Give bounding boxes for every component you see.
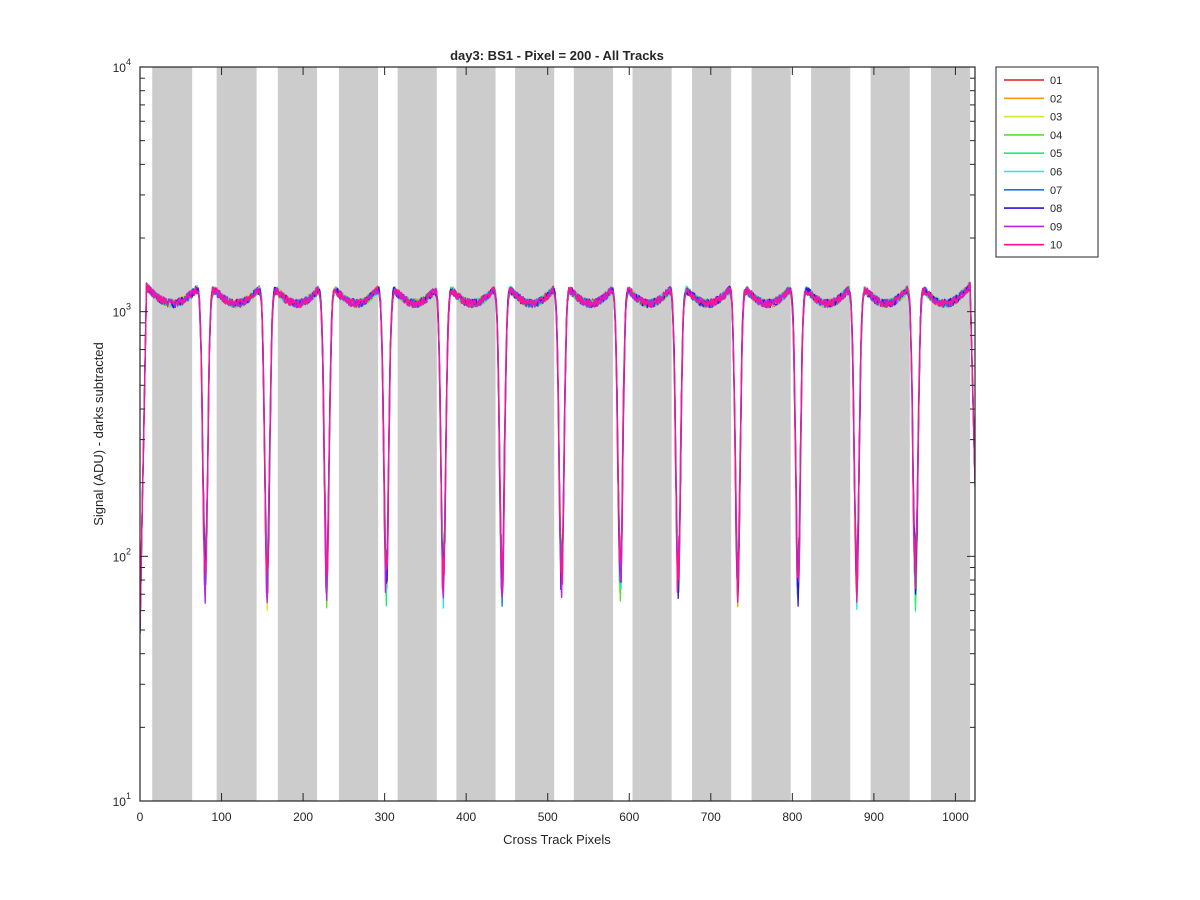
y-tick-label-1000: 103 <box>113 302 131 320</box>
series-lines <box>140 281 975 635</box>
legend-label-02: 02 <box>1050 93 1062 105</box>
y-tick-labels: 101 102 103 104 <box>113 57 131 809</box>
shaded-band-3 <box>277 67 317 801</box>
legend-label-09: 09 <box>1050 221 1062 233</box>
shaded-band-1 <box>152 67 193 801</box>
legend-label-10: 10 <box>1050 240 1062 252</box>
x-tick-label-400: 400 <box>456 810 476 824</box>
shaded-band-14 <box>930 67 971 801</box>
series-line-10 <box>140 281 975 631</box>
plot-area <box>139 66 976 802</box>
x-tick-label-200: 200 <box>293 810 313 824</box>
legend-box <box>995 66 1099 258</box>
legend-label-01: 01 <box>1050 75 1062 87</box>
x-tick-label-100: 100 <box>212 810 232 824</box>
shaded-band-9 <box>632 67 672 801</box>
shaded-bands <box>152 67 971 801</box>
plot-frame <box>139 66 976 802</box>
x-tick-label-800: 800 <box>782 810 802 824</box>
axis-ticks <box>139 67 975 802</box>
x-axis-label: Cross Track Pixels <box>503 832 611 847</box>
shaded-band-8 <box>573 67 613 801</box>
shaded-band-4 <box>338 67 379 801</box>
legend-label-06: 06 <box>1050 167 1062 179</box>
shaded-band-10 <box>692 67 732 801</box>
x-tick-label-500: 500 <box>538 810 558 824</box>
x-tick-label-900: 900 <box>864 810 884 824</box>
legend: 01 02 03 04 05 06 07 08 09 10 <box>995 66 1099 258</box>
y-tick-label-100: 102 <box>113 546 131 564</box>
x-tick-label-0: 0 <box>137 810 144 824</box>
shaded-band-12 <box>811 67 851 801</box>
legend-label-05: 05 <box>1050 148 1062 160</box>
legend-label-07: 07 <box>1050 185 1062 197</box>
x-tick-label-300: 300 <box>375 810 395 824</box>
chart-title: day3: BS1 - Pixel = 200 - All Tracks <box>450 48 664 63</box>
legend-label-03: 03 <box>1050 112 1062 124</box>
shaded-band-11 <box>751 67 791 801</box>
x-tick-labels: 0 100 200 300 400 500 600 700 800 900 1000 <box>137 810 969 824</box>
y-tick-label-10: 101 <box>113 791 131 809</box>
legend-label-08: 08 <box>1050 203 1062 215</box>
legend-label-04: 04 <box>1050 130 1062 142</box>
y-tick-label-10000: 104 <box>113 57 131 75</box>
shaded-band-13 <box>870 67 910 801</box>
shaded-band-6 <box>456 67 496 801</box>
y-axis-label: Signal (ADU) - darks subtracted <box>91 342 106 526</box>
shaded-band-2 <box>216 67 257 801</box>
x-tick-label-600: 600 <box>619 810 639 824</box>
x-tick-label-700: 700 <box>701 810 721 824</box>
x-tick-label-1000: 1000 <box>942 810 969 824</box>
shaded-band-7 <box>515 67 555 801</box>
shaded-band-5 <box>397 67 437 801</box>
